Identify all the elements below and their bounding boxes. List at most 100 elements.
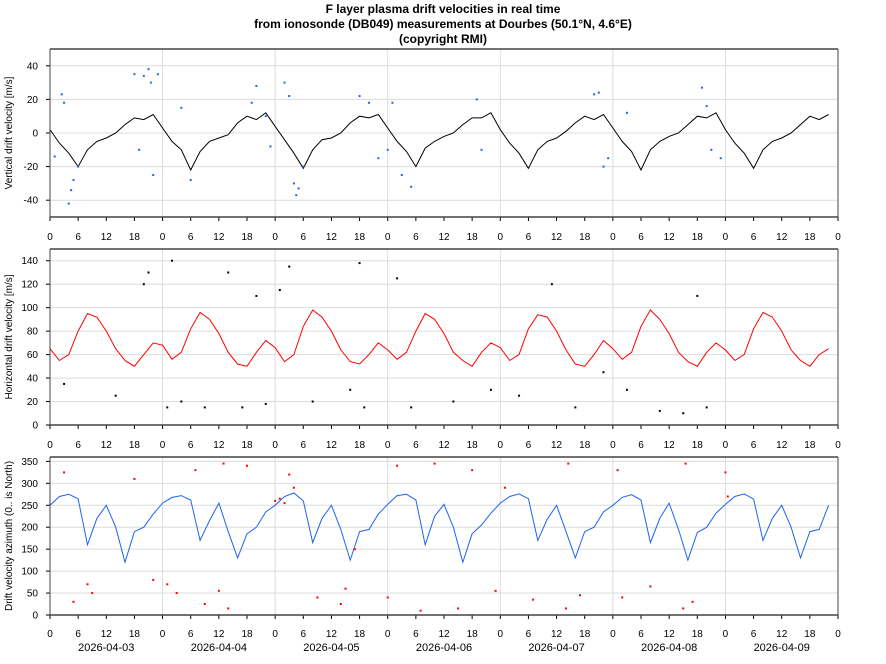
- scatter-point: [227, 607, 230, 610]
- x-tick-label: 0: [610, 232, 616, 243]
- x-tick-label: 0: [47, 232, 53, 243]
- scatter-point: [616, 469, 619, 472]
- y-tick-label: 80: [27, 327, 39, 338]
- x-tick-label: 6: [526, 629, 532, 640]
- chart-title-line-3: (copyright RMI): [399, 32, 487, 46]
- scatter-point: [452, 400, 455, 403]
- scatter-point: [283, 502, 286, 505]
- scatter-point: [142, 283, 145, 286]
- x-date-label: 2026-04-06: [416, 642, 472, 654]
- y-tick-label: 250: [21, 501, 38, 512]
- scatter-point: [149, 81, 152, 84]
- scatter-point: [288, 265, 291, 268]
- scatter-point: [625, 111, 628, 114]
- x-tick-label: 18: [579, 440, 591, 451]
- x-tick-label: 18: [354, 440, 366, 451]
- y-tick-label: 0: [32, 611, 38, 622]
- scatter-point: [400, 174, 403, 176]
- x-tick-label: 0: [47, 440, 53, 451]
- x-tick-label: 0: [272, 232, 278, 243]
- scatter-point: [710, 148, 713, 151]
- scatter-point: [156, 73, 159, 76]
- chart-title-line-1: F layer plasma drift velocities in real …: [326, 2, 561, 16]
- scatter-point: [684, 462, 687, 465]
- scatter-point: [363, 406, 366, 409]
- scatter-point: [53, 155, 56, 158]
- scatter-point: [593, 93, 596, 96]
- scatter-point: [77, 165, 80, 168]
- scatter-point: [70, 189, 73, 192]
- scatter-point: [471, 469, 474, 472]
- scatter-point: [475, 98, 478, 101]
- scatter-point: [367, 101, 370, 104]
- x-tick-label: 6: [526, 440, 532, 451]
- scatter-point: [189, 179, 192, 182]
- scatter-point: [264, 115, 267, 118]
- x-tick-label: 6: [301, 232, 307, 243]
- x-tick-label: 6: [638, 440, 644, 451]
- x-tick-label: 12: [551, 440, 563, 451]
- scatter-point: [696, 294, 699, 297]
- scatter-point: [142, 74, 145, 77]
- x-tick-label: 6: [413, 440, 419, 451]
- scatter-point: [353, 548, 356, 551]
- scatter-point: [339, 603, 342, 606]
- x-tick-label: 18: [692, 440, 704, 451]
- x-tick-label: 18: [467, 629, 479, 640]
- x-date-label: 2026-04-09: [754, 642, 810, 654]
- y-tick-label: 200: [21, 523, 38, 534]
- y-tick-label: -40: [24, 196, 39, 207]
- scatter-point: [691, 600, 694, 603]
- x-tick-label: 18: [692, 629, 704, 640]
- x-tick-label: 6: [75, 440, 81, 451]
- series-line: [49, 492, 830, 565]
- x-tick-label: 0: [385, 232, 391, 243]
- x-tick-label: 12: [551, 232, 563, 243]
- x-tick-label: 18: [692, 232, 704, 243]
- scatter-point: [288, 473, 291, 476]
- y-tick-label: 100: [21, 567, 38, 578]
- scatter-point: [278, 289, 281, 292]
- scatter-point: [682, 412, 685, 415]
- scatter-point: [292, 486, 295, 489]
- x-tick-label: 12: [213, 629, 225, 640]
- scatter-point: [86, 583, 89, 586]
- x-tick-label: 12: [213, 440, 225, 451]
- scatter-point: [72, 179, 75, 182]
- x-tick-label: 0: [835, 232, 841, 243]
- panel-1: -40 -20 0 20 40 0 6 12 18 0 6 12 18 0 6 12 18 0 6 12 18 0 6 12 1…: [4, 48, 841, 243]
- x-tick-label: 18: [241, 629, 253, 640]
- scatter-point: [419, 609, 422, 612]
- scatter-point: [295, 194, 298, 197]
- scatter-point: [564, 607, 567, 610]
- scatter-point: [602, 165, 605, 168]
- x-tick-label: 6: [75, 232, 81, 243]
- scatter-point: [246, 464, 248, 467]
- x-tick-label: 12: [551, 629, 563, 640]
- x-tick-label: 0: [385, 440, 391, 451]
- scatter-point: [292, 182, 295, 185]
- scatter-point: [63, 471, 66, 474]
- x-tick-label: 0: [160, 629, 166, 640]
- scatter-point: [410, 406, 413, 409]
- y-axis-label: Horizontal drift velocity [m/s]: [4, 274, 15, 399]
- x-tick-label: 18: [354, 232, 366, 243]
- x-tick-label: 0: [835, 629, 841, 640]
- x-tick-label: 6: [413, 232, 419, 243]
- scatter-point: [269, 145, 272, 148]
- scatter-point: [63, 101, 66, 104]
- x-tick-label: 6: [751, 232, 757, 243]
- scatter-point: [72, 600, 75, 603]
- x-tick-label: 6: [188, 629, 194, 640]
- scatter-point: [621, 596, 624, 599]
- y-tick-label: 0: [32, 129, 38, 140]
- scatter-point: [705, 406, 708, 409]
- x-tick-label: 18: [467, 440, 479, 451]
- x-tick-label: 0: [498, 629, 504, 640]
- scatter-point: [489, 388, 492, 391]
- x-tick-label: 6: [638, 232, 644, 243]
- scatter-point: [302, 165, 305, 168]
- scatter-point: [532, 598, 535, 601]
- chart-title-line-2: from ionosonde (DB049) measurements at D…: [254, 17, 632, 31]
